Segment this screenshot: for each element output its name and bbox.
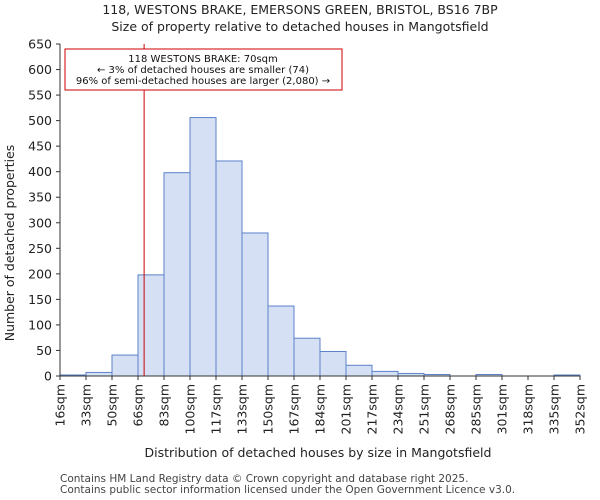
y-tick-label: 550 (28, 88, 52, 103)
x-tick-label: 217sqm (365, 384, 380, 434)
annotation-box (64, 48, 343, 91)
x-tick-label: 352sqm (573, 384, 588, 434)
marker: 118 WESTONS BRAKE: 70sqm← 3% of detached… (64, 44, 343, 376)
chart-subtitle: Size of property relative to detached ho… (111, 19, 488, 34)
y-tick-label: 350 (28, 190, 52, 205)
x-tick-label: 335sqm (547, 384, 562, 434)
bar-66sqm (137, 274, 165, 377)
annotation-label-line3: 96% of semi-detached houses are larger (… (76, 76, 330, 87)
x-tick-label: 100sqm (183, 384, 198, 434)
x-tick-label: 201sqm (339, 384, 354, 434)
x-tick-label: 83sqm (157, 384, 172, 427)
x-tick-label: 318sqm (521, 384, 536, 434)
y-tick-label: 50 (36, 343, 52, 358)
bar-83sqm (163, 172, 191, 377)
bar-100sqm (189, 117, 217, 377)
footer-copyright: Contains HM Land Registry data © Crown c… (60, 473, 469, 485)
x-tick-label: 301sqm (495, 384, 510, 434)
y-tick-label: 150 (28, 292, 52, 307)
x-axis-label: Distribution of detached houses by size … (145, 445, 492, 460)
bar-133sqm (241, 232, 269, 377)
x-tick-label: 251sqm (417, 384, 432, 434)
bar-184sqm (319, 350, 347, 377)
bar-201sqm (345, 364, 373, 377)
x-tick-label: 133sqm (235, 384, 250, 434)
y-tick-label: 650 (28, 37, 52, 52)
bar-50sqm (111, 354, 139, 377)
x-tick-label: 234sqm (391, 384, 406, 434)
x-tick-label: 167sqm (287, 384, 302, 434)
y-tick-label: 450 (28, 139, 52, 154)
x-tick-label: 33sqm (79, 384, 94, 427)
x-tick-label: 150sqm (261, 384, 276, 434)
footer-licence: Contains public sector information licen… (60, 484, 516, 496)
bar-150sqm (267, 305, 295, 377)
chart-title: 118, WESTONS BRAKE, EMERSONS GREEN, BRIS… (102, 2, 498, 17)
y-tick-label: 250 (28, 241, 52, 256)
x-tick-label: 16sqm (53, 384, 68, 427)
bars (59, 117, 581, 377)
y-tick-label: 200 (28, 266, 52, 281)
bar-167sqm (293, 337, 321, 377)
y-tick-label: 500 (28, 113, 52, 128)
y-tick-label: 600 (28, 62, 52, 77)
bar-217sqm (371, 370, 399, 377)
x-tick-label: 285sqm (469, 384, 484, 434)
x-tick-label: 50sqm (105, 384, 120, 427)
x-tick-label: 66sqm (131, 384, 146, 427)
y-axis-label: Number of detached properties (2, 145, 17, 342)
x-tick-label: 268sqm (443, 384, 458, 434)
bar-117sqm (215, 160, 243, 377)
annotation-label-line1: 118 WESTONS BRAKE: 70sqm (128, 54, 278, 65)
y-tick-label: 0 (44, 369, 52, 384)
x-tick-label: 117sqm (209, 384, 224, 434)
axes: 0 50 100 150 200 250 300 350 400 450 500 550 600 650 1… (28, 37, 587, 435)
y-tick-label: 300 (28, 215, 52, 230)
annotation-label-line2: ← 3% of detached houses are smaller (74) (97, 65, 309, 76)
y-tick-label: 100 (28, 317, 52, 332)
x-tick-label: 184sqm (313, 384, 328, 434)
y-tick-label: 400 (28, 164, 52, 179)
bar-33sqm (85, 371, 113, 377)
